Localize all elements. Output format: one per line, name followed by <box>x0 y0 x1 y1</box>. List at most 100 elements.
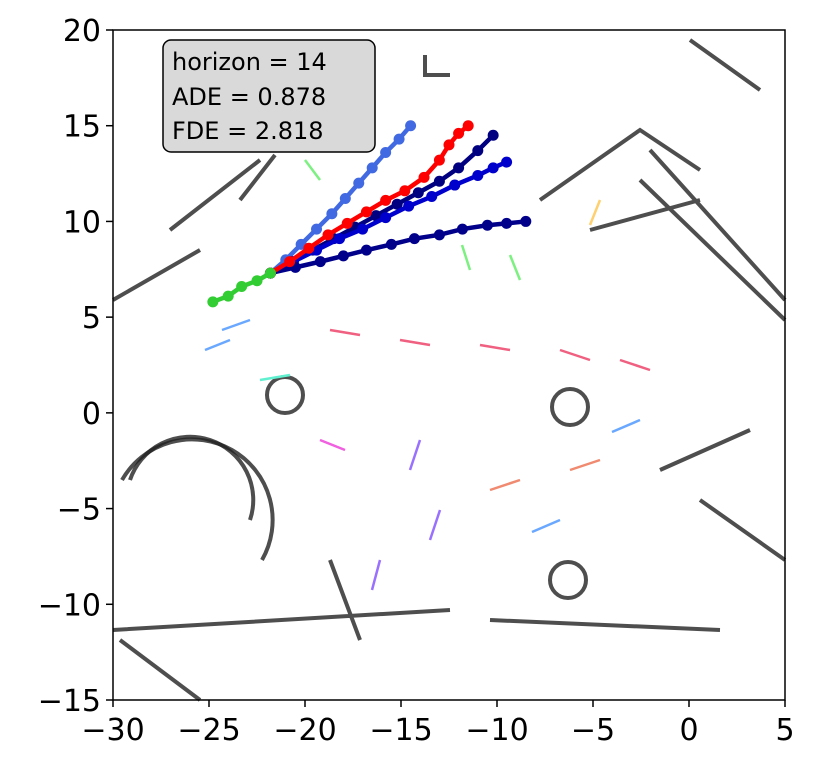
map-circle <box>548 560 588 600</box>
flow-arrow <box>329 328 361 337</box>
trajectory-point <box>380 147 392 159</box>
flow-arrow <box>559 348 591 362</box>
trajectory-point <box>449 179 461 191</box>
trajectory-point <box>222 290 234 302</box>
flow-arrow <box>370 559 382 591</box>
trajectory-point <box>453 127 465 139</box>
trajectory-point <box>418 171 430 183</box>
trajectory-point <box>251 275 263 287</box>
plot-frame <box>112 29 786 701</box>
trajectory-point <box>207 296 219 308</box>
annotation: FDE = 2.818 <box>172 117 324 145</box>
trajectory-point <box>433 154 445 166</box>
map-arc <box>128 434 256 521</box>
flow-arrow <box>204 338 231 352</box>
trajectory-point <box>408 233 420 245</box>
trajectory-point <box>391 198 403 210</box>
map-circle <box>550 387 590 427</box>
y-tick-label: −15 <box>38 684 101 719</box>
y-tick-label: 0 <box>82 397 101 432</box>
y-tick-label: 5 <box>82 301 101 336</box>
trajectory-point <box>322 229 334 241</box>
trajectory-point <box>380 194 392 206</box>
flow-arrow <box>569 458 601 472</box>
trajectory-point <box>264 267 276 279</box>
flow-arrow <box>611 418 641 434</box>
trajectory-point <box>334 233 346 245</box>
trajectory-point <box>501 217 513 229</box>
flow-arrow <box>619 358 651 372</box>
map-wall <box>112 559 721 702</box>
trajectories <box>207 120 532 308</box>
trajectory-point <box>360 206 372 218</box>
trajectory-point <box>405 120 417 132</box>
flow-arrow <box>259 373 291 382</box>
trajectory-point <box>366 162 378 174</box>
x-tick-label: −10 <box>465 713 528 748</box>
flow-arrow <box>479 343 511 352</box>
trajectory-point <box>520 215 532 227</box>
x-tick-label: −15 <box>369 713 432 748</box>
flow-arrow <box>319 438 346 452</box>
trajectory-point <box>303 242 315 254</box>
flow-arrow <box>408 439 422 471</box>
x-tick-label: −25 <box>177 713 240 748</box>
trajectory-point <box>433 175 445 187</box>
trajectory-point <box>456 223 468 235</box>
x-tick-label: −20 <box>273 713 336 748</box>
x-tick-label: −5 <box>571 713 615 748</box>
trajectory-point <box>453 162 465 174</box>
map-wall <box>423 38 787 562</box>
trajectory-point <box>311 223 323 235</box>
y-tick-label: 15 <box>63 110 101 145</box>
trajectory-point <box>426 191 438 203</box>
trajectory-point <box>370 210 382 222</box>
trajectory-point <box>337 250 349 262</box>
x-tick-label: −30 <box>81 713 144 748</box>
map-wall <box>538 127 787 322</box>
trajectory-point <box>339 192 351 204</box>
flow-arrow <box>508 254 522 281</box>
x-tick-label: 5 <box>775 713 794 748</box>
trajectory-point <box>353 177 365 189</box>
trajectory-point <box>393 133 405 145</box>
map-background <box>112 38 787 702</box>
x-tick-label: 0 <box>679 713 698 748</box>
trajectory-point <box>357 223 369 235</box>
trajectory-point <box>284 256 296 268</box>
y-tick-label: 10 <box>63 205 101 240</box>
y-tick-label: −5 <box>57 493 101 528</box>
flow-arrow <box>399 338 431 347</box>
annotation: horizon = 14 <box>172 48 327 76</box>
flow-arrow <box>531 518 561 534</box>
y-tick-label: 20 <box>63 14 101 49</box>
trajectory-point <box>472 169 484 181</box>
flow-arrow <box>460 244 472 271</box>
flow-arrow <box>588 199 602 226</box>
trajectory-point <box>443 139 455 151</box>
trajectory-point <box>481 219 493 231</box>
trajectory-point <box>385 238 397 250</box>
flow-arrow <box>221 318 251 332</box>
trajectory-point <box>360 244 372 256</box>
flow-arrow <box>304 159 321 181</box>
trajectory-point <box>487 162 499 174</box>
trajectory-point <box>412 187 424 199</box>
trajectory-point <box>433 229 445 241</box>
trajectory-point <box>462 120 474 132</box>
flow-field <box>204 159 651 591</box>
annotation-box <box>162 39 376 153</box>
axes: −30 −25 −20 −15 −10 −5 0 5 −15 −10 −5 0 5 10 15 20 <box>38 14 795 748</box>
trajectory-point <box>501 156 513 168</box>
trajectory-point <box>326 208 338 220</box>
trajectory-point <box>487 129 499 141</box>
trajectory-point <box>380 212 392 224</box>
trajectory-point <box>403 200 415 212</box>
annotation: ADE = 0.878 <box>172 83 326 111</box>
trajectory-point <box>236 281 248 293</box>
trajectory-point <box>472 145 484 157</box>
flow-arrow <box>489 478 521 492</box>
map-wall <box>112 153 277 302</box>
